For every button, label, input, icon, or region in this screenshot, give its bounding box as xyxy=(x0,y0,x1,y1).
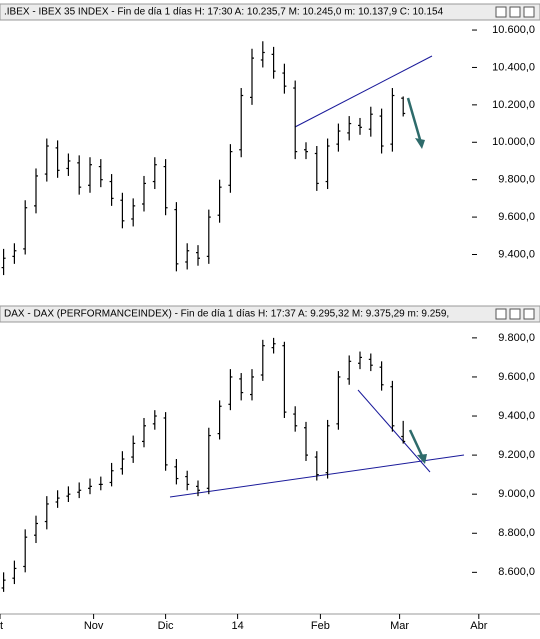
x-tick-label: 14 xyxy=(231,620,243,632)
header-top: .IBEX - IBEX 35 INDEX - Fin de día 1 día… xyxy=(0,3,540,21)
arrow xyxy=(408,429,425,459)
y-tick-label: 9.400,0 xyxy=(498,248,535,260)
y-tick-label: 9.600,0 xyxy=(498,211,535,223)
y-tick-label: 10.600,0 xyxy=(492,24,535,36)
y-tick-label: 9.600,0 xyxy=(498,371,535,383)
y-tick-label: 10.000,0 xyxy=(492,136,535,148)
trend-line xyxy=(294,55,433,128)
x-tick-label: t xyxy=(0,620,3,632)
x-tick-label: Mar xyxy=(390,620,409,632)
y-tick-label: 8.800,0 xyxy=(498,527,535,539)
arrow-head xyxy=(417,454,427,464)
y-tick-label: 8.600,0 xyxy=(498,566,535,578)
arrow xyxy=(406,97,423,144)
y-tick-label: 9.200,0 xyxy=(498,449,535,461)
y-tick-label: 9.800,0 xyxy=(498,332,535,344)
y-tick-label: 10.400,0 xyxy=(492,61,535,73)
y-tick-label: 9.000,0 xyxy=(498,488,535,500)
maximize-button[interactable] xyxy=(509,6,521,18)
y-tick-label: 10.200,0 xyxy=(492,99,535,111)
maximize-button[interactable] xyxy=(509,308,521,320)
x-tick-label: Feb xyxy=(311,620,330,632)
panel-title: DAX - DAX (PERFORMANCEINDEX) - Fin de dí… xyxy=(4,309,449,320)
panel-title: .IBEX - IBEX 35 INDEX - Fin de día 1 día… xyxy=(4,7,444,18)
close-button[interactable] xyxy=(523,6,535,18)
x-tick-label: Dic xyxy=(158,620,174,632)
trend-line xyxy=(357,389,431,473)
minimize-button[interactable] xyxy=(495,6,507,18)
y-tick-label: 9.400,0 xyxy=(498,410,535,422)
close-button[interactable] xyxy=(523,308,535,320)
header-bottom: DAX - DAX (PERFORMANCEINDEX) - Fin de dí… xyxy=(0,305,540,323)
minimize-button[interactable] xyxy=(495,308,507,320)
y-tick-label: 9.800,0 xyxy=(498,174,535,186)
x-tick-label: Nov xyxy=(84,620,104,632)
header-bar xyxy=(0,305,540,323)
header-bar xyxy=(0,3,540,21)
x-tick-label: Abr xyxy=(470,620,487,632)
arrow-head xyxy=(415,138,425,149)
